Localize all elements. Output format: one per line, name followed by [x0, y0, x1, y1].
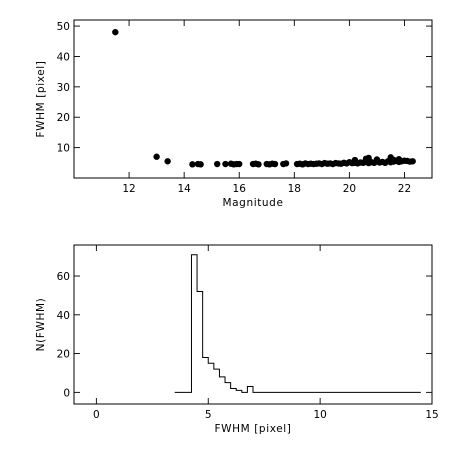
scatter-x-tick-label: 22 — [398, 183, 411, 195]
scatter-y-tick-label: 20 — [57, 112, 70, 124]
histogram-bin — [208, 363, 214, 392]
scatter-y-axis-title: FWHM [pixel] — [35, 61, 47, 138]
scatter-point — [189, 161, 196, 168]
histogram-plot-frame — [73, 244, 433, 405]
scatter-point — [271, 160, 279, 168]
histogram-bin — [197, 292, 203, 393]
scatter-point — [395, 155, 403, 163]
scatter-point — [197, 161, 204, 168]
scatter-x-axis-title: Magnitude — [222, 197, 283, 209]
scatter-x-tick-label: 16 — [233, 183, 247, 195]
histogram-panel: 0 5 10 15 0 20 40 60 FWHM [pixel] N(FWHM) — [35, 244, 439, 435]
histogram-bin — [231, 388, 237, 392]
scatter-point — [255, 161, 262, 168]
scatter-x-tick-label: 14 — [177, 183, 191, 195]
histogram-bin — [191, 255, 197, 393]
scatter-y-tick-label: 40 — [57, 51, 70, 63]
histogram-x-tick-label: 10 — [313, 409, 326, 421]
scatter-point — [222, 160, 229, 168]
histogram-y-tick-label: 60 — [57, 271, 70, 283]
histogram-bin — [214, 369, 220, 392]
scatter-y-tick-label: 30 — [57, 82, 70, 94]
histogram-x-tick-label: 15 — [425, 409, 438, 421]
scatter-point — [153, 153, 160, 160]
scatter-point — [390, 156, 397, 163]
histogram-bin — [225, 383, 231, 393]
scatter-point — [365, 154, 372, 162]
histogram-bin — [247, 387, 253, 393]
scatter-point — [351, 156, 359, 164]
histogram-x-tick-label: 0 — [93, 409, 100, 421]
scatter-point — [112, 28, 119, 36]
histogram-y-tick-label: 40 — [57, 310, 70, 322]
histogram-y-axis-title: N(FWHM) — [35, 298, 47, 352]
scatter-x-tick-label: 20 — [343, 183, 356, 195]
scatter-point — [236, 160, 243, 168]
scatter-point — [214, 160, 221, 168]
histogram-x-tick-label: 5 — [205, 409, 212, 421]
histogram-bin — [219, 377, 225, 393]
scatter-y-tick-label: 50 — [57, 21, 70, 33]
scatter-point — [164, 158, 171, 165]
histogram-y-tick-label: 20 — [57, 349, 70, 361]
histogram-y-tick-label: 0 — [63, 387, 70, 399]
scatter-x-tick-label: 18 — [288, 183, 301, 195]
scatter-point — [409, 158, 416, 165]
scatter-point — [373, 156, 381, 163]
histogram-bin — [203, 357, 209, 392]
scatter-plot-frame — [73, 19, 433, 179]
histogram-x-axis-title: FWHM [pixel] — [215, 423, 292, 435]
scatter-point — [282, 160, 290, 167]
histogram-steps — [174, 254, 421, 393]
scatter-x-tick-label: 12 — [122, 183, 135, 195]
scatter-panel: 12 14 16 18 20 22 10 20 30 40 50 Magnitude FWHM [pix… — [35, 19, 433, 209]
scatter-y-tick-label: 10 — [57, 143, 70, 155]
